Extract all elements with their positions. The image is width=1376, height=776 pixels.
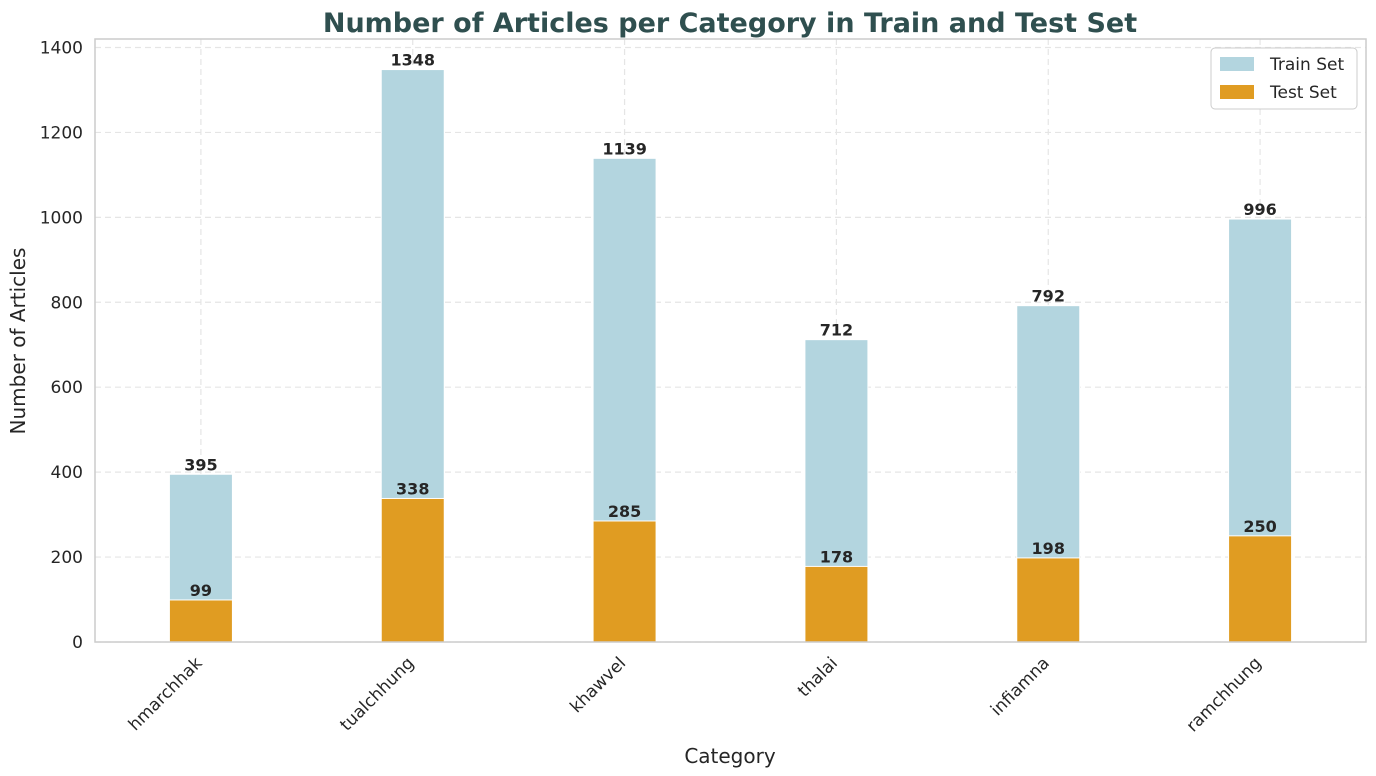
y-tick-label: 800 (51, 293, 83, 313)
data-labels-layer: 395 1348 1139 712 792 996 99 338 285 178 198 250 (184, 51, 1277, 600)
x-tick-label: thalai (794, 653, 842, 701)
train-data-label: 996 (1243, 200, 1276, 219)
test-bar (168, 599, 233, 643)
bars-layer (168, 69, 1293, 643)
test-bar (592, 520, 657, 643)
plot-frame (94, 38, 1367, 643)
y-tick-label: 200 (51, 548, 83, 568)
legend-swatch-train (1220, 57, 1254, 71)
y-tick-label: 1200 (40, 123, 83, 143)
train-data-label: 1139 (602, 139, 647, 158)
test-data-label: 338 (396, 479, 429, 498)
x-tick-label: khawvel (566, 653, 630, 717)
y-tick-label: 400 (51, 463, 83, 483)
test-data-label: 250 (1243, 517, 1276, 536)
legend-label-test: Test Set (1269, 83, 1337, 103)
test-bar (804, 565, 869, 643)
train-data-label: 1348 (390, 51, 435, 70)
y-tick-label: 600 (51, 378, 83, 398)
y-tick-label: 0 (72, 633, 83, 653)
test-data-label: 178 (820, 547, 853, 566)
y-tick-label: 1400 (40, 38, 83, 58)
test-data-label: 99 (190, 581, 212, 600)
test-bar (1016, 557, 1081, 643)
test-bar (1228, 535, 1293, 643)
test-data-label: 285 (608, 502, 641, 521)
chart-title: Number of Articles per Category in Train… (323, 8, 1137, 39)
train-data-label: 395 (184, 455, 217, 474)
test-bar (380, 497, 445, 643)
x-axis-label: Category (684, 744, 776, 768)
train-data-label: 712 (820, 321, 853, 340)
grid-layer (95, 39, 1366, 643)
x-tick-label: hmarchhak (125, 653, 207, 735)
y-axis-label: Number of Articles (6, 248, 30, 435)
train-data-label: 792 (1032, 287, 1065, 306)
y-tick-label: 1000 (40, 208, 83, 228)
legend: Train Set Test Set (1210, 47, 1358, 110)
x-tick-label: infiamna (987, 653, 1054, 720)
legend-swatch-test (1220, 85, 1254, 99)
legend-label-train: Train Set (1269, 55, 1344, 75)
x-tick-label: tualchhung (336, 653, 418, 735)
x-tick-label: ramchhung (1183, 653, 1266, 736)
test-data-label: 198 (1032, 539, 1065, 558)
